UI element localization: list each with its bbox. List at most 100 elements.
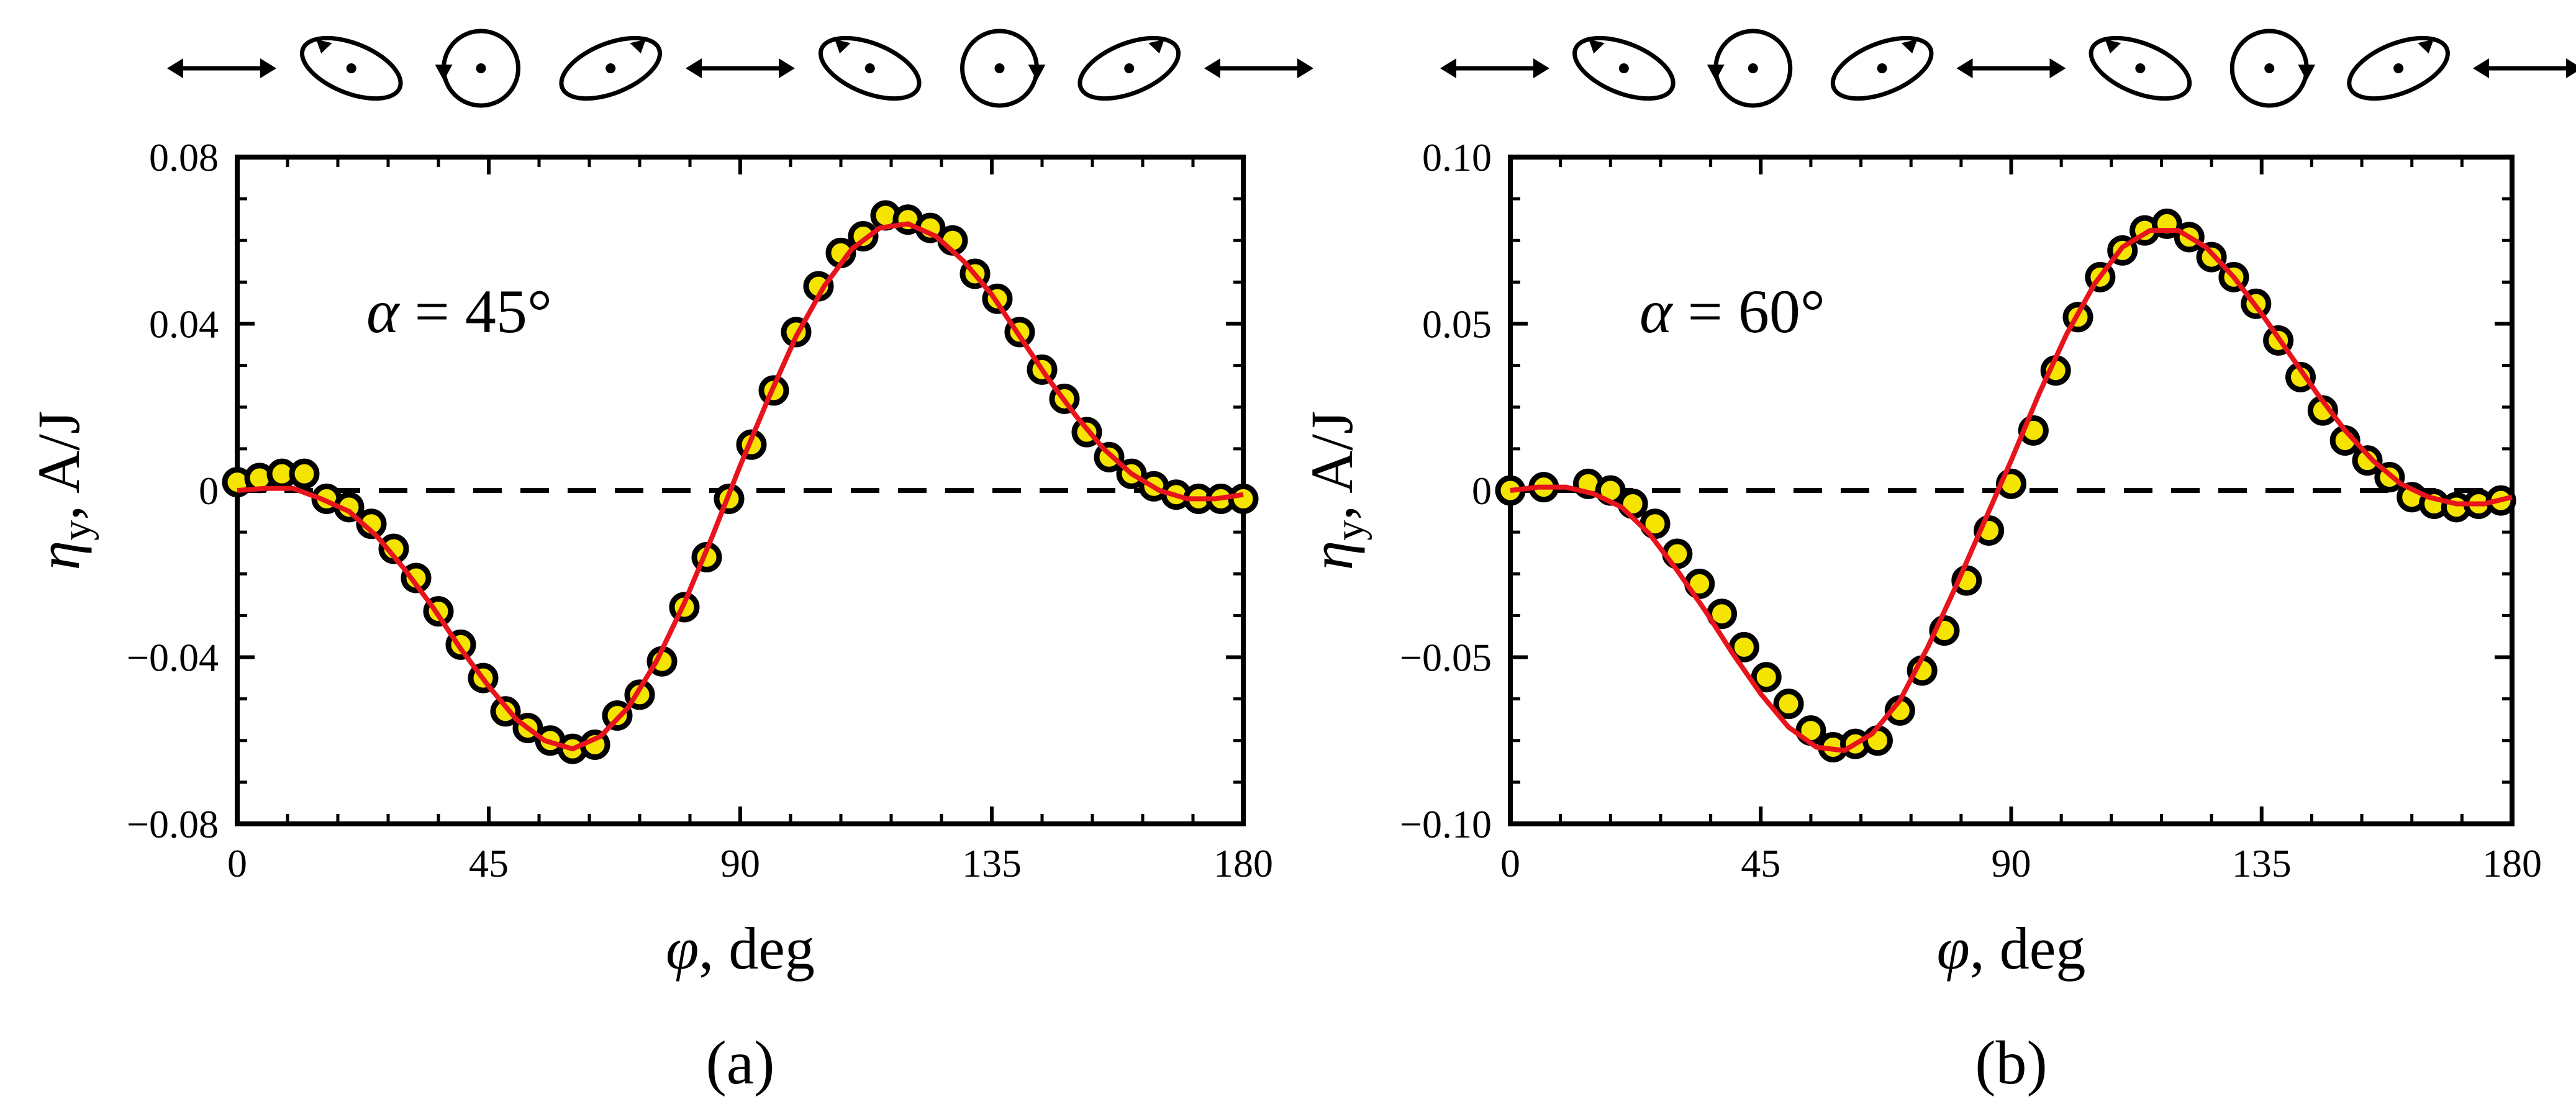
polarization-ellipse (1077, 35, 1181, 101)
alpha-annotation: α = 60° (1639, 277, 1825, 346)
x-axis-symbol: φ (1937, 915, 1970, 982)
panel-label: (b) (1975, 1028, 2048, 1097)
y-tick-label: 0.04 (149, 302, 219, 346)
x-tick-label: 135 (2232, 841, 2292, 885)
data-point (401, 563, 432, 594)
polarization-ellipse (2347, 35, 2450, 101)
center-dot-icon (1877, 63, 1887, 73)
polarization-ellipse (1830, 35, 1934, 101)
polarization-icon-circle-cw (2229, 29, 2316, 108)
data-point (2352, 445, 2383, 476)
polarization-icon-ellipse-ccw (818, 35, 922, 101)
rotation-arrow-icon (435, 65, 453, 81)
data-point (1751, 662, 1782, 693)
arrowhead-right-icon (260, 58, 276, 78)
polarization-icon-circle-ccw (1707, 29, 1793, 108)
center-dot-icon (1618, 63, 1629, 73)
y-tick-label: 0.10 (1422, 135, 1492, 179)
arrowhead-left-icon (1956, 58, 1973, 78)
center-dot-icon (994, 63, 1005, 73)
center-dot-icon (1124, 63, 1135, 73)
y-axis-subscript: y (54, 520, 99, 541)
x-tick-label: 0 (227, 841, 247, 885)
y-axis-unit: , A/J (25, 411, 92, 520)
data-point (1773, 689, 1804, 720)
y-tick-label: −0.05 (1400, 636, 1492, 680)
center-dot-icon (2135, 63, 2146, 73)
rotation-arrow-icon (835, 39, 851, 54)
arrowhead-left-icon (2473, 58, 2489, 78)
x-axis-title: φ, deg (666, 915, 815, 982)
polarization-ellipse (2088, 35, 2192, 101)
data-point (378, 533, 409, 564)
rotation-arrow-icon (316, 39, 332, 54)
center-dot-icon (605, 63, 616, 73)
rotation-arrow-icon (1901, 39, 1918, 54)
polarization-icon-ellipse-ccw (1572, 35, 1676, 101)
elliptical-polarization-icon (2088, 35, 2192, 101)
rotation-arrow-icon (1707, 65, 1725, 81)
polarization-icon-ellipse-ccw (299, 35, 403, 101)
polarization-icon-ellipse-cw (559, 35, 663, 101)
y-axis-symbol: η (25, 541, 92, 571)
center-dot-icon (2264, 63, 2275, 73)
polarization-icon-linear (1956, 58, 2066, 78)
elliptical-polarization-icon (299, 35, 403, 101)
polarization-icon-linear (2473, 58, 2576, 78)
fit-curve-line (237, 221, 1244, 752)
rotation-arrow-icon (1148, 39, 1164, 54)
y-tick-label: −0.10 (1400, 802, 1492, 846)
data-point (289, 458, 320, 489)
x-tick-label: 90 (720, 841, 760, 885)
y-tick-label: 0.08 (149, 135, 219, 179)
x-axis-symbol: φ (666, 915, 699, 982)
y-tick-label: 0 (199, 469, 219, 513)
polarization-icon-ellipse-cw (1077, 35, 1181, 101)
fit-curve-line (1510, 228, 2513, 753)
x-tick-label: 180 (2482, 841, 2542, 885)
x-tick-label: 180 (1213, 841, 1273, 885)
rotation-arrow-icon (2418, 39, 2434, 54)
polarization-ellipse (818, 35, 922, 101)
rotation-arrow-icon (2105, 39, 2121, 54)
y-axis-symbol: η (1299, 541, 1365, 571)
arrowhead-right-icon (1297, 58, 1313, 78)
annotation-symbol: α (1639, 277, 1674, 346)
arrowhead-left-icon (1440, 58, 1456, 78)
arrowhead-right-icon (779, 58, 795, 78)
y-tick-label: −0.08 (127, 802, 219, 846)
y-axis-unit: , A/J (1299, 411, 1365, 520)
panel-label: (a) (706, 1028, 775, 1097)
annotation-symbol: α (366, 277, 401, 346)
elliptical-polarization-icon (818, 35, 922, 101)
x-tick-label: 90 (1992, 841, 2031, 885)
arrowhead-left-icon (1204, 58, 1220, 78)
center-dot-icon (2393, 63, 2404, 73)
x-tick-label: 45 (469, 841, 509, 885)
polarization-icon-linear (1204, 58, 1313, 78)
y-tick-label: 0 (1472, 469, 1492, 513)
x-axis-title: φ, deg (1937, 915, 2086, 982)
arrowhead-left-icon (167, 58, 183, 78)
center-dot-icon (346, 63, 356, 73)
polarization-icon-circle-cw (960, 29, 1046, 108)
y-tick-label: −0.04 (127, 636, 219, 680)
polarization-ellipse (559, 35, 663, 101)
annotation-value: = 45° (399, 277, 552, 346)
x-tick-label: 45 (1741, 841, 1780, 885)
polarization-icon-ellipse-cw (1830, 35, 1934, 101)
arrowhead-right-icon (2566, 58, 2576, 78)
data-point (1728, 631, 1759, 662)
elliptical-polarization-icon (1830, 35, 1934, 101)
polarization-icon-linear (686, 58, 795, 78)
data-point (1862, 725, 1893, 756)
elliptical-polarization-icon (1077, 35, 1181, 101)
center-dot-icon (864, 63, 875, 73)
x-tick-label: 135 (962, 841, 1022, 885)
arrowhead-right-icon (2049, 58, 2066, 78)
elliptical-polarization-icon (2347, 35, 2450, 101)
elliptical-polarization-icon (559, 35, 663, 101)
x-tick-label: 0 (1500, 841, 1520, 885)
y-axis-title: ηy, A/J (1299, 411, 1372, 571)
